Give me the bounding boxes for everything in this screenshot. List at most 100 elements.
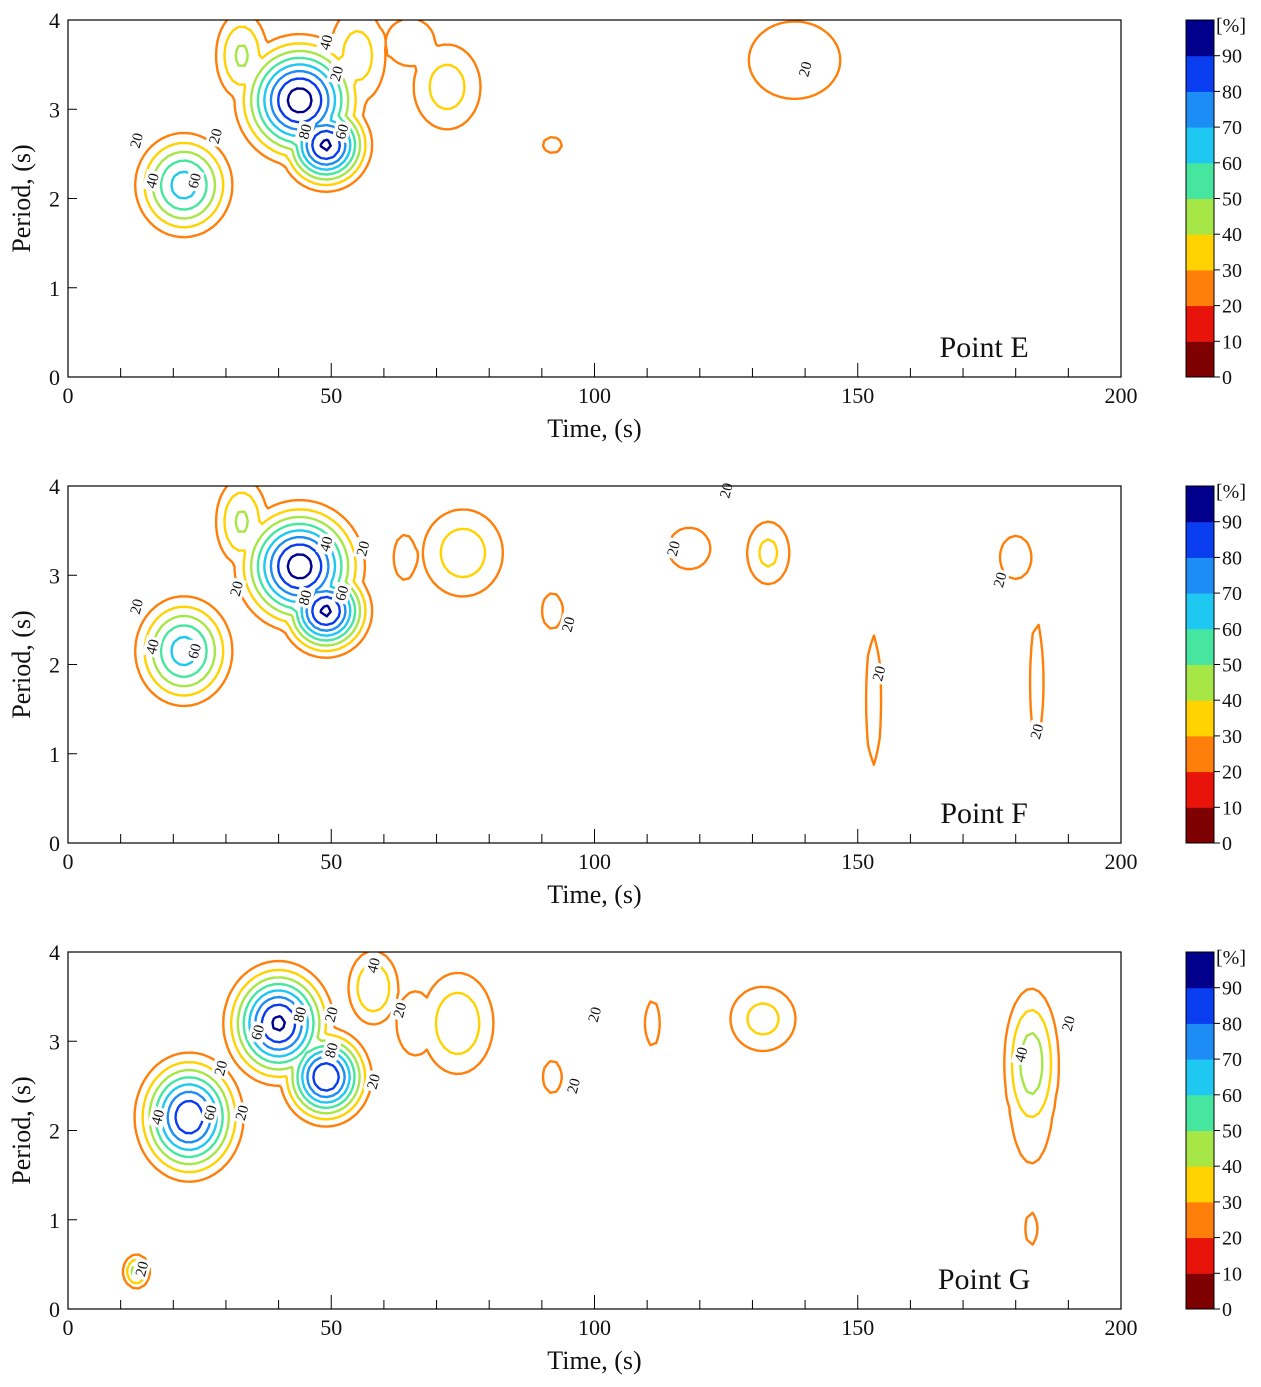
contour-label-text: 20 — [586, 1005, 605, 1024]
contour-level-20 — [134, 486, 1045, 766]
y-tick-label: 2 — [49, 187, 60, 212]
colorbar-tick-label: 90 — [1222, 512, 1242, 534]
contour-label-text: 20 — [128, 131, 147, 150]
colorbar-tick-label: 80 — [1222, 81, 1242, 103]
colorbar-band — [1186, 20, 1214, 57]
contour-label: 80 — [294, 585, 316, 610]
plot-area — [68, 486, 1121, 843]
contour-label: 60 — [184, 168, 205, 193]
contour-label-text: 20 — [391, 1001, 410, 1020]
contour-label-text: 60 — [333, 123, 352, 142]
colorbar: 0 10 20 30 40 50 60 70 80 90 [%] — [1185, 481, 1246, 855]
colorbar-tick-label: 40 — [1222, 690, 1242, 712]
colorbar-band — [1186, 952, 1214, 989]
contour-label-text: 20 — [354, 539, 373, 558]
colorbar: 0 10 20 30 40 50 60 70 80 90 [%] — [1185, 15, 1246, 389]
x-tick-label: 100 — [578, 849, 611, 874]
contour-level-90 — [271, 1015, 286, 1032]
contour-label-text: 20 — [565, 1077, 584, 1096]
x-tick-label: 0 — [63, 1315, 74, 1340]
y-tick-label: 2 — [49, 1119, 60, 1144]
colorbar-band — [1186, 700, 1214, 737]
panel-label: Point G — [938, 1263, 1031, 1296]
x-tick-label: 200 — [1105, 1315, 1138, 1340]
contour-label: 60 — [247, 1020, 268, 1045]
y-tick-label: 4 — [49, 940, 60, 965]
contour-level-90 — [286, 553, 332, 618]
colorbar-band — [1186, 269, 1214, 307]
contour-label: 80 — [320, 1038, 342, 1062]
colorbar-tick-label: 70 — [1222, 583, 1242, 605]
contour-label-text: 60 — [249, 1023, 268, 1042]
panel-label: Point F — [940, 797, 1028, 830]
contour-label: 40 — [141, 168, 163, 193]
colorbar-tick-label: 10 — [1222, 1263, 1242, 1285]
y-tick-label: 2 — [49, 653, 60, 678]
colorbar-band — [1186, 198, 1214, 235]
x-tick-label: 100 — [578, 383, 611, 408]
contour-label: 20 — [326, 61, 347, 86]
colorbar-tick-label: 30 — [1222, 726, 1242, 748]
contour-label: 80 — [294, 119, 316, 144]
colorbar-tick-label: 80 — [1222, 1013, 1242, 1035]
colorbar-tick-label: 40 — [1222, 1156, 1242, 1178]
x-tick-label: 200 — [1105, 383, 1138, 408]
y-axis-label: Period, (s) — [7, 610, 36, 718]
contour-label: 20 — [231, 1100, 252, 1125]
colorbar-tick-label: 70 — [1222, 117, 1242, 139]
contour-label-text: 60 — [333, 584, 352, 603]
contour-label: 20 — [563, 1074, 584, 1098]
colorbar: 0 10 20 30 40 50 60 70 80 90 [%] — [1185, 947, 1246, 1321]
contour-lines — [134, 486, 1045, 766]
colorbar-tick-label: 70 — [1222, 1049, 1242, 1071]
contour-level-30 — [143, 491, 779, 697]
contour-label-text: 40 — [144, 172, 163, 191]
colorbar-tick-label: 0 — [1222, 367, 1232, 389]
contour-level-50 — [159, 56, 357, 211]
y-tick-label: 4 — [49, 474, 60, 499]
colorbar-tick-label: 0 — [1222, 1299, 1232, 1321]
contour-label-text: 40 — [365, 956, 384, 975]
contour-label-text: 20 — [559, 615, 578, 634]
y-tick-label: 3 — [49, 97, 60, 122]
y-tick-label: 1 — [49, 276, 60, 301]
contour-label: 20 — [363, 1069, 384, 1094]
colorbar-band — [1186, 91, 1214, 128]
contour-label: 40 — [315, 30, 337, 55]
colorbar-band — [1186, 1166, 1214, 1203]
contour-label: 20 — [1026, 719, 1047, 744]
colorbar-tick-label: 0 — [1222, 833, 1232, 855]
contour-label-text: 60 — [186, 642, 205, 661]
colorbar-band — [1186, 628, 1214, 665]
contour-label: 20 — [126, 128, 147, 153]
contour-label-text: 20 — [128, 597, 147, 616]
colorbar-tick-label: 20 — [1222, 296, 1242, 318]
contour-label: 80 — [289, 1002, 310, 1027]
x-tick-label: 50 — [320, 383, 342, 408]
contour-label: 60 — [331, 581, 352, 605]
colorbar-tick-label: 20 — [1222, 1228, 1242, 1250]
colorbar-band — [1186, 664, 1214, 701]
contour-label-text: 40 — [144, 638, 163, 657]
colorbar-band — [1186, 486, 1214, 523]
contour-label-text: 20 — [323, 1005, 342, 1024]
colorbar-tick-label: 80 — [1222, 547, 1242, 569]
x-axis-label: Time, (s) — [547, 880, 641, 909]
contour-level-50 — [154, 982, 356, 1159]
colorbar-tick-label: 50 — [1222, 655, 1242, 677]
y-tick-label: 1 — [49, 1208, 60, 1233]
x-tick-label: 50 — [320, 1315, 342, 1340]
x-tick-label: 150 — [841, 849, 874, 874]
contour-label: 20 — [226, 576, 247, 601]
contour-label-text: 20 — [133, 1260, 152, 1279]
x-tick-label: 200 — [1105, 849, 1138, 874]
x-tick-label: 100 — [578, 1315, 611, 1340]
contour-label-text: 20 — [1028, 722, 1047, 741]
contour-label-text: 20 — [207, 127, 226, 146]
x-axis-label: Time, (s) — [547, 1346, 641, 1375]
colorbar-tick-label: 30 — [1222, 1192, 1242, 1214]
y-tick-label: 0 — [49, 1297, 60, 1322]
contour-label: 40 — [147, 1105, 168, 1129]
contour-label-text: 20 — [796, 60, 815, 79]
